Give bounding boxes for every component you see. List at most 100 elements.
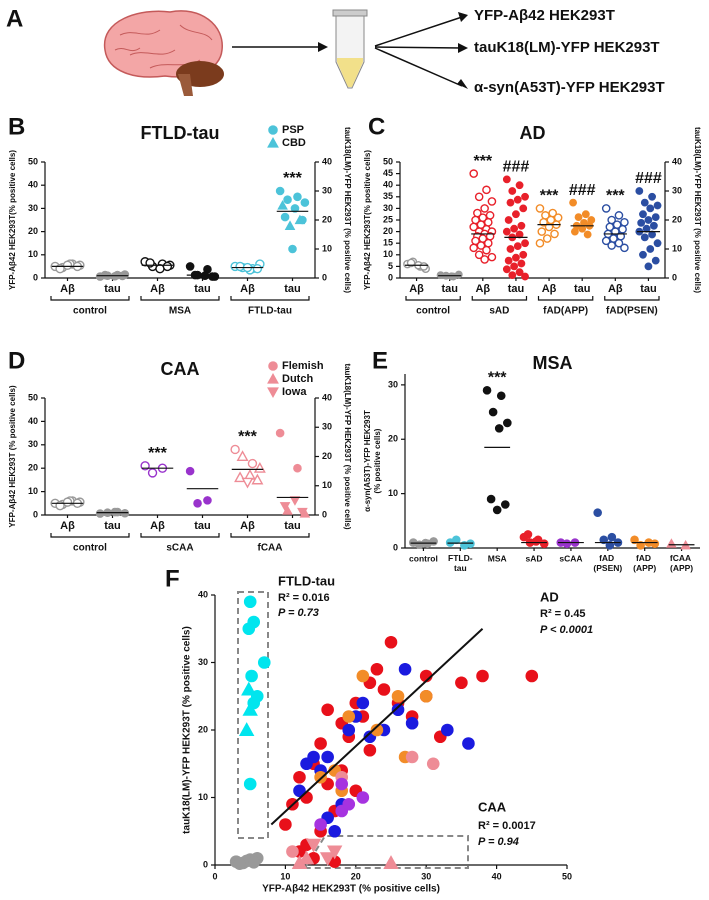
point (553, 213, 563, 222)
point (601, 236, 611, 246)
arrow-heads (457, 12, 468, 89)
point (574, 213, 583, 221)
point (614, 211, 624, 220)
point (328, 824, 341, 838)
point (243, 777, 257, 791)
y-tick-label: 10 (322, 243, 332, 253)
point (342, 723, 356, 737)
point (620, 218, 629, 227)
point (268, 361, 278, 371)
x-tick-label: fCAA (APP) (670, 553, 693, 573)
y-tick-label: 0 (322, 272, 327, 282)
point (377, 683, 391, 696)
point (519, 250, 528, 259)
point (286, 845, 299, 858)
label-line: (PSEN) (593, 563, 622, 573)
point (370, 662, 384, 676)
point (639, 250, 647, 259)
point (515, 230, 524, 239)
y-tick-label: 50 (28, 156, 38, 166)
point (383, 855, 399, 870)
output-label: YFP-Aβ42 HEK293T (474, 7, 615, 24)
point (483, 238, 493, 248)
x-tick-label: tau (194, 283, 211, 295)
x-tick-label: 40 (492, 871, 502, 881)
point (485, 211, 495, 220)
y-tick-label: 40 (322, 156, 332, 166)
arrow-head (318, 42, 328, 52)
point (508, 187, 517, 195)
significance: ### (503, 159, 530, 176)
y-tick-label: 40 (322, 392, 332, 402)
point (268, 125, 278, 135)
bracket (471, 296, 528, 301)
point (185, 262, 195, 271)
point (640, 233, 649, 242)
point (474, 250, 484, 260)
point (517, 221, 526, 230)
point (653, 239, 662, 248)
point (319, 852, 336, 867)
y-axis-label: tauK18(LM)-YFP HEK293T (% positive cells… (182, 626, 193, 834)
x-tick-label: Aβ (60, 283, 75, 295)
point (384, 635, 398, 649)
point (342, 797, 356, 811)
y-tick-label: 40 (672, 156, 682, 166)
point (230, 444, 240, 455)
bracket (140, 533, 220, 538)
y-tick-label: 50 (28, 392, 38, 402)
annotation: P = 0.73 (278, 607, 319, 619)
annotation: R² = 0.016 (278, 592, 330, 604)
x-tick-label: tau (441, 283, 458, 295)
point (650, 221, 658, 230)
y-tick-label: 20 (322, 214, 332, 224)
y-tick-label: 40 (198, 589, 208, 599)
y-tick-label: 10 (28, 486, 38, 496)
point (469, 222, 479, 232)
point (238, 722, 255, 737)
point (203, 496, 212, 505)
significance: ### (635, 170, 662, 187)
point (542, 234, 552, 243)
point (426, 757, 440, 771)
point (321, 703, 334, 717)
x-tick-label: MSA (488, 553, 507, 563)
significance: ### (569, 182, 596, 199)
point (370, 723, 384, 737)
point (525, 669, 539, 683)
point (535, 204, 545, 213)
point (293, 192, 302, 202)
point (290, 204, 300, 213)
y-tick-label: 40 (383, 180, 393, 190)
point (455, 676, 468, 690)
y-axis-label: α-syn(A53T)-YFP HEK293T (363, 410, 372, 512)
point (480, 204, 489, 213)
point (531, 537, 541, 546)
group-label: fAD(PSEN) (606, 306, 658, 317)
y-tick-label: 30 (198, 657, 208, 667)
point (607, 241, 616, 250)
point (639, 210, 647, 219)
point (62, 497, 73, 507)
point (515, 181, 524, 190)
label-line: fCAA (670, 553, 693, 563)
y-tick-label: 30 (672, 185, 682, 195)
point (517, 259, 526, 268)
group-label: fAD(APP) (543, 306, 588, 317)
label-line: tau (454, 563, 467, 573)
y-tick-label: 50 (383, 156, 393, 166)
y-axis-label: YFP-Aβ42 HEK293T(% positive cells) (363, 150, 372, 290)
point (651, 213, 660, 221)
point (305, 838, 322, 853)
point (635, 187, 644, 195)
y-tick-label: 30 (28, 203, 38, 213)
group-label: FTLD-tau (248, 306, 292, 317)
point (496, 391, 506, 401)
point (241, 477, 254, 489)
bracket (604, 296, 660, 301)
x-tick-label: Aβ (475, 283, 490, 295)
point (242, 701, 258, 716)
label-line: (APP) (633, 563, 656, 573)
y-tick-label: 20 (388, 434, 398, 444)
point (251, 473, 264, 485)
